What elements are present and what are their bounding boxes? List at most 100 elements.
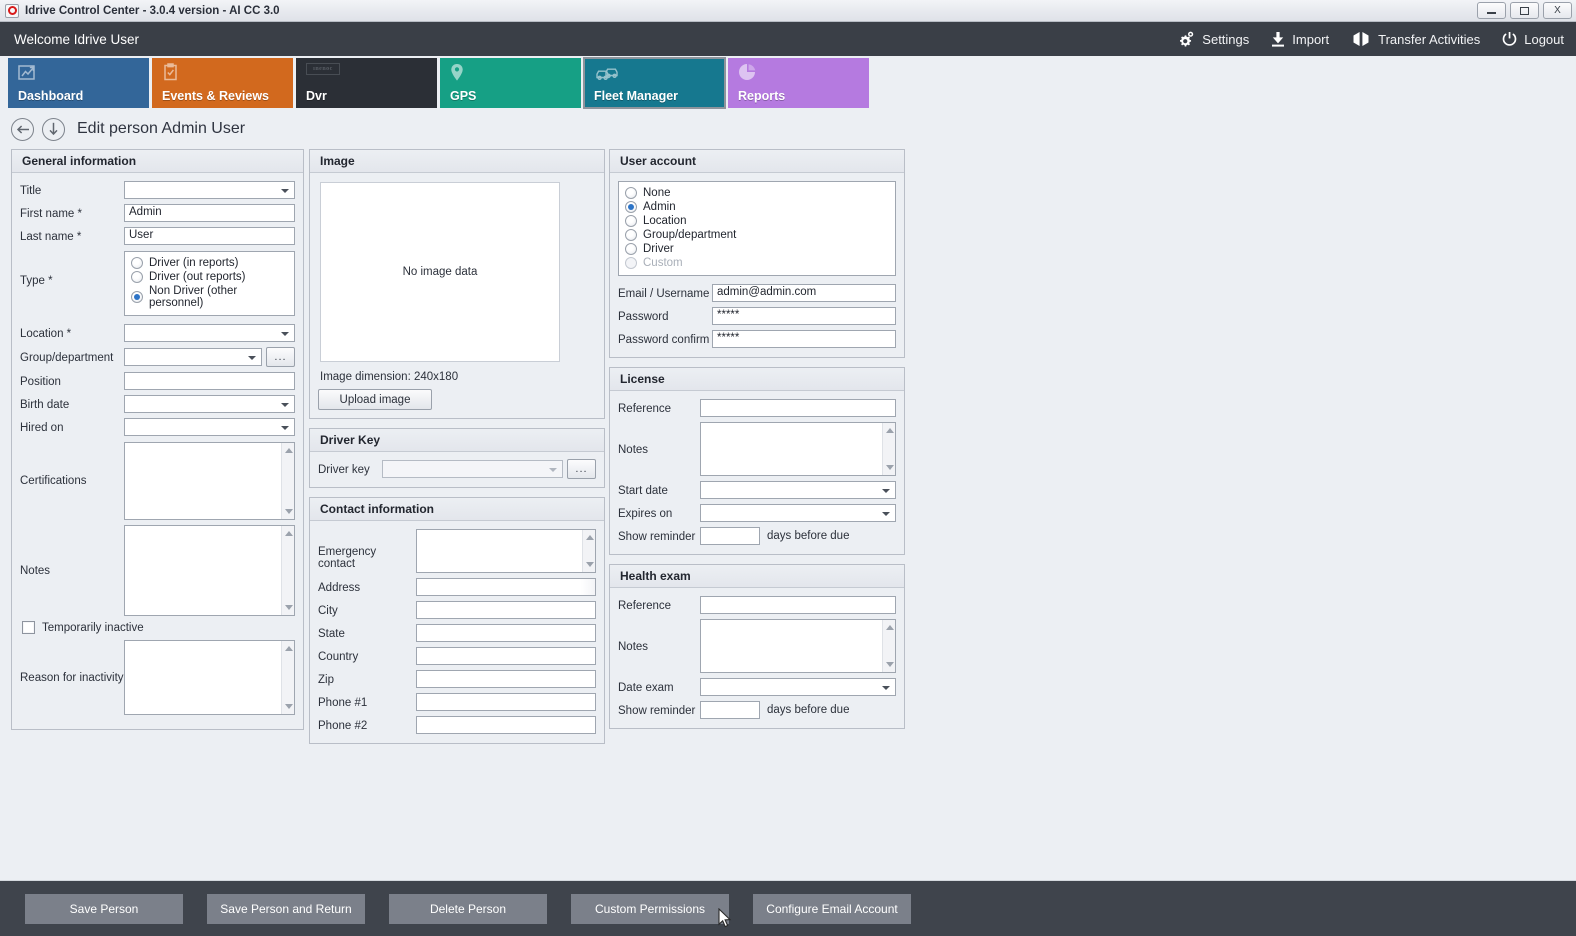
license-reminder-input[interactable]	[700, 527, 760, 545]
nav-tab-reports[interactable]: Reports	[728, 58, 869, 108]
emergency-contact-textarea[interactable]	[416, 529, 596, 573]
next-down-button[interactable]	[42, 117, 65, 141]
country-row: Country	[318, 647, 596, 665]
scroll-up-icon[interactable]	[586, 535, 594, 540]
certifications-textarea[interactable]	[124, 442, 295, 520]
type-option-driver-in-reports[interactable]: Driver (in reports)	[131, 256, 288, 270]
scroll-up-icon[interactable]	[886, 428, 894, 433]
last-name-input[interactable]: User	[124, 227, 295, 245]
license-notes-textarea[interactable]	[700, 422, 896, 476]
reason-textarea[interactable]	[124, 640, 295, 715]
scrollbar[interactable]	[882, 423, 895, 475]
password-input[interactable]: *****	[712, 307, 896, 325]
scroll-down-icon[interactable]	[285, 704, 293, 709]
hired-on-select[interactable]	[124, 418, 295, 436]
scroll-up-icon[interactable]	[285, 646, 293, 651]
scroll-down-icon[interactable]	[285, 509, 293, 514]
type-option-non-driver[interactable]: Non Driver (other personnel)	[131, 284, 288, 310]
driver-key-row: Driver key ...	[318, 459, 596, 479]
settings-button[interactable]: Settings	[1177, 31, 1249, 47]
state-input[interactable]	[416, 624, 596, 642]
nav-tab-dvr[interactable]: ınenoc Dvr	[296, 58, 437, 108]
license-start-date-select[interactable]	[700, 481, 896, 499]
minimize-button[interactable]	[1477, 2, 1506, 19]
scrollbar[interactable]	[281, 526, 294, 615]
chevron-down-icon	[549, 468, 557, 472]
type-option-driver-out-reports[interactable]: Driver (out reports)	[131, 270, 288, 284]
phone1-input[interactable]	[416, 693, 596, 711]
license-reference-input[interactable]	[700, 399, 896, 417]
location-select[interactable]	[124, 324, 295, 342]
transfer-activities-button[interactable]: Transfer Activities	[1351, 31, 1480, 47]
scrollbar[interactable]	[582, 530, 595, 572]
driver-key-select[interactable]	[382, 460, 563, 478]
first-name-input[interactable]: Admin	[124, 204, 295, 222]
title-select[interactable]	[124, 181, 295, 199]
page-header: Edit person Admin User	[0, 112, 1576, 146]
license-expires-select[interactable]	[700, 504, 896, 522]
nav-tab-events-reviews[interactable]: Events & Reviews	[152, 58, 293, 108]
scroll-up-icon[interactable]	[285, 531, 293, 536]
role-option-admin[interactable]: Admin	[625, 200, 889, 214]
scroll-up-icon[interactable]	[886, 625, 894, 630]
role-option-none[interactable]: None	[625, 186, 889, 200]
group-department-select[interactable]	[124, 348, 262, 366]
scroll-down-icon[interactable]	[886, 465, 894, 470]
scroll-down-icon[interactable]	[285, 605, 293, 610]
address-input[interactable]	[416, 578, 596, 596]
configure-email-account-button[interactable]: Configure Email Account	[753, 893, 911, 924]
health-date-exam-select[interactable]	[700, 678, 896, 696]
zip-input[interactable]	[416, 670, 596, 688]
temporarily-inactive-checkbox[interactable]	[22, 621, 35, 634]
maximize-button[interactable]	[1510, 2, 1539, 19]
phone2-input[interactable]	[416, 716, 596, 734]
general-information-panel: General information Title First name * A…	[11, 149, 304, 730]
save-person-and-return-button[interactable]: Save Person and Return	[207, 893, 365, 924]
country-input[interactable]	[416, 647, 596, 665]
role-option-location[interactable]: Location	[625, 214, 889, 228]
role-option-group-department[interactable]: Group/department	[625, 228, 889, 242]
birth-date-select[interactable]	[124, 395, 295, 413]
group-department-browse-button[interactable]: ...	[266, 347, 295, 367]
password-confirm-input[interactable]: *****	[712, 330, 896, 348]
logout-button[interactable]: Logout	[1502, 31, 1564, 47]
city-input[interactable]	[416, 601, 596, 619]
scrollbar[interactable]	[281, 443, 294, 519]
radio-icon	[625, 243, 637, 255]
scroll-down-icon[interactable]	[586, 562, 594, 567]
scroll-up-icon[interactable]	[285, 448, 293, 453]
password-row: Password *****	[618, 307, 896, 325]
scrollbar[interactable]	[281, 641, 294, 714]
upload-image-button[interactable]: Upload image	[318, 389, 432, 410]
health-notes-textarea[interactable]	[700, 619, 896, 673]
nav-tab-fleet-manager[interactable]: Fleet Manager	[583, 57, 726, 109]
notes-textarea[interactable]	[124, 525, 295, 616]
column-image-contact: Image No image data Image dimension: 240…	[309, 149, 605, 753]
position-input[interactable]	[124, 372, 295, 390]
scrollbar[interactable]	[882, 620, 895, 672]
radio-icon	[131, 271, 143, 283]
image-dimension-label: Image dimension: 240x180	[320, 371, 459, 383]
back-button[interactable]	[11, 117, 34, 141]
delete-person-button[interactable]: Delete Person	[389, 893, 547, 924]
close-button[interactable]: X	[1543, 2, 1572, 19]
download-icon	[1271, 31, 1285, 47]
field-reason-row: Reason for inactivity	[20, 640, 295, 715]
temporarily-inactive-row[interactable]: Temporarily inactive	[22, 621, 295, 634]
health-reference-input[interactable]	[700, 596, 896, 614]
email-input[interactable]: admin@admin.com	[712, 284, 896, 302]
custom-permissions-button[interactable]: Custom Permissions	[571, 893, 729, 924]
radio-selected-icon	[131, 291, 143, 303]
chevron-down-icon	[248, 356, 256, 360]
license-notes-row: Notes	[618, 422, 896, 476]
driver-key-browse-button[interactable]: ...	[567, 459, 596, 479]
save-person-button[interactable]: Save Person	[25, 893, 183, 924]
image-preview[interactable]: No image data	[320, 182, 560, 362]
health-reminder-input[interactable]	[700, 701, 760, 719]
nav-tab-dashboard[interactable]: Dashboard	[8, 58, 149, 108]
nav-tab-gps[interactable]: GPS	[440, 58, 581, 108]
role-option-driver[interactable]: Driver	[625, 242, 889, 256]
import-button[interactable]: Import	[1271, 31, 1329, 47]
scroll-down-icon[interactable]	[886, 662, 894, 667]
hired-on-value	[125, 419, 294, 421]
